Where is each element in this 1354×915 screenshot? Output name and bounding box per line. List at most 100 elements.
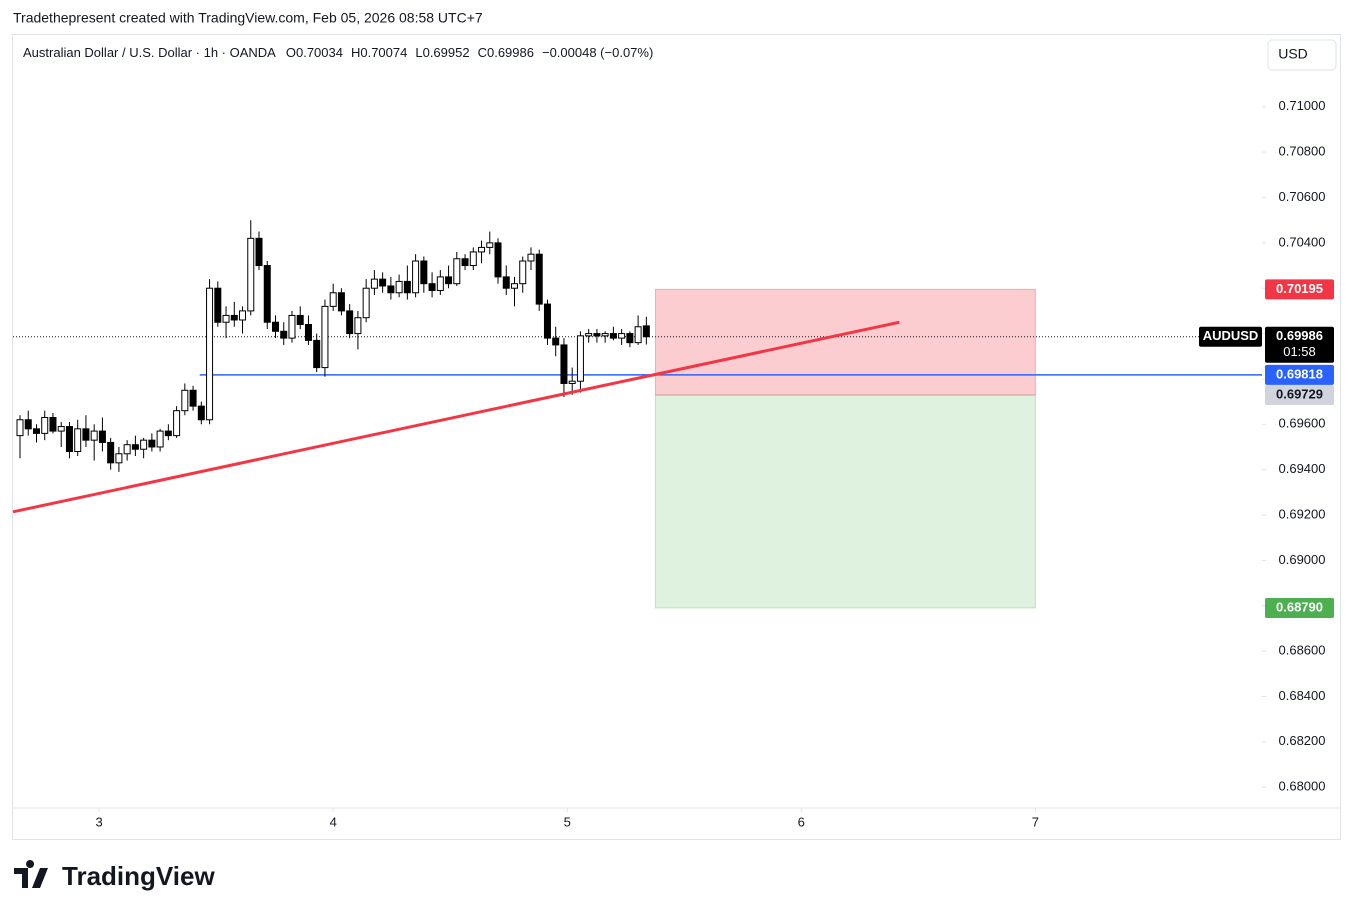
candle-body bbox=[304, 324, 312, 341]
candle-body bbox=[519, 260, 527, 285]
stop-label-bg bbox=[1265, 279, 1334, 300]
legend-text: Australian Dollar / U.S. Dollar · 1h · O… bbox=[23, 45, 653, 60]
candle-body bbox=[57, 426, 65, 432]
target-zone bbox=[654, 394, 1036, 609]
candle-body bbox=[436, 276, 444, 291]
y-tick-label: 0.70600 bbox=[1279, 189, 1326, 204]
chart-frame bbox=[12, 34, 1341, 840]
candle-body bbox=[271, 321, 279, 332]
candle-body bbox=[214, 287, 222, 323]
candle-body bbox=[337, 292, 345, 312]
y-tick-label: 0.71000 bbox=[1279, 98, 1326, 113]
candle-body bbox=[642, 325, 650, 338]
y-tick-label: 0.70400 bbox=[1279, 234, 1326, 249]
candle-body bbox=[354, 317, 362, 335]
legend: Australian Dollar / U.S. Dollar · 1h · O… bbox=[23, 45, 653, 60]
y-tick-label: 0.69200 bbox=[1279, 506, 1326, 521]
ohlc-item: H0.70074 bbox=[351, 45, 407, 60]
candle-body bbox=[74, 428, 82, 453]
candle-body bbox=[403, 280, 411, 294]
ohlc-item: −0.00048 (−0.07%) bbox=[542, 45, 653, 60]
line-label-bg bbox=[1265, 364, 1334, 385]
y-tick-label: 0.68400 bbox=[1279, 688, 1326, 703]
candle-body bbox=[626, 333, 634, 344]
candle-body bbox=[239, 310, 247, 321]
candle-body bbox=[412, 260, 420, 294]
candle-body bbox=[255, 237, 263, 267]
candle-body bbox=[510, 283, 518, 289]
candle-body bbox=[115, 453, 123, 464]
candle-body bbox=[197, 405, 205, 421]
entry-label-bg bbox=[1265, 385, 1334, 406]
x-tick-label: 6 bbox=[798, 814, 805, 829]
candle-body bbox=[535, 253, 543, 305]
candle-body bbox=[230, 314, 238, 321]
candle-body bbox=[560, 344, 568, 384]
candle-body bbox=[461, 258, 469, 267]
candle-body bbox=[321, 305, 329, 369]
plot: 0.710000.708000.706000.704000.702000.700… bbox=[12, 98, 1334, 829]
y-tick-label: 0.68200 bbox=[1279, 733, 1326, 748]
candle-body bbox=[313, 339, 321, 369]
candle-body bbox=[90, 430, 98, 441]
candle-body bbox=[24, 419, 32, 430]
candle-body bbox=[288, 314, 296, 339]
y-tick-label: 0.70800 bbox=[1279, 144, 1326, 159]
trend-line bbox=[12, 320, 900, 514]
candle-body bbox=[634, 326, 642, 344]
candle-body bbox=[107, 441, 115, 464]
brand: TradingView bbox=[62, 861, 215, 891]
y-tick-label: 0.69600 bbox=[1279, 416, 1326, 431]
candle-body bbox=[552, 337, 560, 346]
countdown: 01:58 bbox=[1283, 344, 1316, 359]
candle-body bbox=[576, 335, 584, 382]
candle-body bbox=[593, 333, 601, 337]
y-tick-label: 0.69400 bbox=[1279, 461, 1326, 476]
candle-body bbox=[379, 278, 387, 287]
symbol: Australian Dollar / U.S. Dollar · 1h · O… bbox=[23, 45, 276, 60]
logo: TradingView bbox=[14, 860, 215, 891]
candle-body bbox=[123, 444, 131, 455]
candle-body bbox=[98, 430, 106, 443]
candle-body bbox=[453, 258, 461, 285]
candle-body bbox=[156, 430, 164, 448]
ohlc-item: L0.69952 bbox=[415, 45, 469, 60]
candle-body bbox=[428, 283, 436, 291]
candle-body bbox=[247, 237, 255, 312]
candle-body bbox=[181, 389, 189, 412]
last-price-bg bbox=[1265, 326, 1334, 363]
line-label: 0.69818 bbox=[1276, 366, 1323, 381]
candle-body bbox=[222, 314, 230, 323]
candle-body bbox=[329, 292, 337, 307]
ohlc-item: C0.69986 bbox=[478, 45, 534, 60]
candle-body bbox=[494, 242, 502, 278]
candle-body bbox=[346, 310, 354, 335]
candle-body bbox=[469, 251, 477, 267]
ohlc-item: O0.70034 bbox=[286, 45, 343, 60]
currency-button[interactable] bbox=[1267, 39, 1337, 71]
candle-body bbox=[41, 416, 49, 434]
candle-body bbox=[32, 428, 40, 434]
candle-body bbox=[131, 444, 139, 450]
candle-body bbox=[49, 416, 57, 432]
candle-body bbox=[478, 246, 486, 253]
x-tick-label: 5 bbox=[564, 814, 571, 829]
candle-body bbox=[362, 287, 370, 319]
candle-body bbox=[527, 253, 535, 262]
last-price: 0.69986 bbox=[1276, 328, 1323, 343]
ticker-bg bbox=[1199, 326, 1262, 347]
stop-label: 0.70195 bbox=[1276, 281, 1323, 296]
y-tick-label: 0.68600 bbox=[1279, 643, 1326, 658]
candle-body bbox=[618, 333, 626, 339]
candle-body bbox=[486, 242, 494, 248]
candle-body bbox=[140, 439, 148, 450]
candle-body bbox=[502, 276, 510, 289]
candle-body bbox=[148, 439, 156, 448]
candle-body bbox=[395, 280, 403, 294]
candle-body bbox=[543, 303, 551, 339]
currency[interactable]: USD bbox=[1278, 46, 1308, 62]
candle-body bbox=[609, 333, 617, 339]
candle-body bbox=[445, 276, 453, 285]
candle-body bbox=[173, 410, 181, 437]
